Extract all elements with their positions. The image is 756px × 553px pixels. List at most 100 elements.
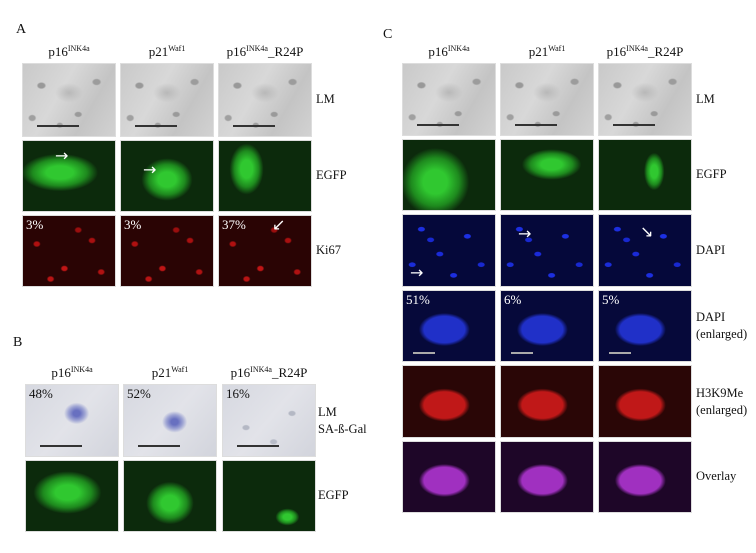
gene-suffix: _R24P <box>267 44 304 59</box>
gene-name: p21 <box>148 44 169 59</box>
gene-superscript: INK4a <box>67 44 90 53</box>
row-label: LM <box>316 91 335 108</box>
column-header: p16INK4a <box>392 44 506 60</box>
gene-suffix: _R24P <box>271 365 308 380</box>
gene-name: p16 <box>230 365 251 380</box>
column-header: p16INK4a <box>12 44 126 60</box>
column-header: p16INK4a_R24P <box>588 44 702 60</box>
row-label: Ki67 <box>316 242 341 259</box>
row-label: DAPI (enlarged) <box>696 309 747 343</box>
percentage-label: 48% <box>29 386 53 401</box>
scale-bar <box>135 125 177 127</box>
micrograph-egfp <box>402 139 496 211</box>
gene-superscript: INK4a <box>246 44 268 53</box>
scale-bar <box>37 125 79 127</box>
gene-name: p21 <box>151 365 172 380</box>
percentage-label: 5% <box>602 292 620 307</box>
micrograph-egfp <box>598 139 692 211</box>
row-label: LM SA-ß-Gal <box>318 404 367 438</box>
arrow-icon: ↘ <box>640 222 654 241</box>
micrograph-overlay <box>500 441 594 513</box>
micrograph-lm <box>500 63 594 136</box>
scale-bar <box>233 125 275 127</box>
gene-name: p16 <box>48 44 68 59</box>
micrograph-egfp <box>218 140 312 212</box>
gene-name: p16 <box>606 44 627 59</box>
row-label-line2: (enlarged) <box>696 402 748 417</box>
row-label-line1: LM <box>316 92 335 106</box>
micrograph-lm <box>402 63 496 136</box>
scale-bar <box>40 445 82 447</box>
micrograph-ki67: 37% <box>218 215 312 287</box>
row-label: EGFP <box>318 487 349 504</box>
scale-bar <box>609 352 631 354</box>
percentage-label: 16% <box>226 386 250 401</box>
arrow-icon: → <box>143 160 157 179</box>
percentage-label: 3% <box>124 217 142 232</box>
micrograph-dapi-enlarged: 51% <box>402 290 496 362</box>
gene-superscript: INK4a <box>447 44 470 53</box>
gene-name: p16 <box>428 44 448 59</box>
gene-superscript: Waf1 <box>168 44 186 53</box>
column-header: p16INK4a_R24P <box>208 44 322 60</box>
row-label: EGFP <box>696 166 727 183</box>
row-label: DAPI <box>696 242 725 259</box>
micrograph-egfp <box>25 460 119 532</box>
micrograph-dapi-enlarged: 5% <box>598 290 692 362</box>
percentage-label: 51% <box>406 292 430 307</box>
gene-superscript: INK4a <box>70 365 93 374</box>
micrograph-egfp <box>500 139 594 211</box>
scale-bar <box>138 445 180 447</box>
column-header: p21Waf1 <box>490 44 604 60</box>
micrograph-egfp <box>222 460 316 532</box>
scale-bar <box>515 124 557 126</box>
scale-bar <box>511 352 533 354</box>
arrow-icon: ↙ <box>272 215 286 234</box>
micrograph-lm <box>218 63 312 137</box>
micrograph-sa-gal: 16% <box>222 384 316 457</box>
row-label-line1: EGFP <box>316 168 347 182</box>
gene-superscript: INK4a <box>626 44 648 53</box>
micrograph-lm <box>22 63 116 137</box>
micrograph-sa-gal: 52% <box>123 384 217 457</box>
scale-bar <box>613 124 655 126</box>
micrograph-egfp <box>123 460 217 532</box>
scale-bar <box>237 445 279 447</box>
row-label-line2: SA-ß-Gal <box>318 421 367 436</box>
row-label: Overlay <box>696 468 736 485</box>
column-header: p21Waf1 <box>110 44 224 60</box>
micrograph-lm <box>598 63 692 136</box>
row-label-line1: EGFP <box>696 167 727 181</box>
gene-suffix: _R24P <box>647 44 684 59</box>
row-label: H3K9Me (enlarged) <box>696 385 747 419</box>
micrograph-dapi <box>500 214 594 287</box>
scale-bar <box>417 124 459 126</box>
gene-superscript: INK4a <box>250 365 272 374</box>
micrograph-overlay <box>402 441 496 513</box>
row-label-line1: DAPI <box>696 242 726 257</box>
percentage-label: 52% <box>127 386 151 401</box>
gene-superscript: Waf1 <box>171 365 189 374</box>
gene-name: p16 <box>226 44 247 59</box>
micrograph-h3k9me-enlarged <box>402 365 496 438</box>
row-label-line1: H3K9Me <box>696 385 744 400</box>
gene-name: p16 <box>51 365 71 380</box>
row-label: EGFP <box>316 167 347 184</box>
row-label: LM <box>696 91 715 108</box>
arrow-icon: → <box>518 224 532 243</box>
micrograph-lm <box>120 63 214 137</box>
row-label-line1: LM <box>318 404 337 419</box>
row-label-line1: Overlay <box>696 469 737 483</box>
row-label-line1: EGFP <box>318 488 349 502</box>
panel-label-a: A <box>16 22 27 37</box>
percentage-label: 3% <box>26 217 44 232</box>
micrograph-dapi <box>402 214 496 287</box>
percentage-label: 6% <box>504 292 522 307</box>
panel-label-b: B <box>13 335 23 350</box>
row-label-line1: Ki67 <box>316 243 341 257</box>
arrow-icon: → <box>410 263 424 282</box>
micrograph-ki67: 3% <box>22 215 116 287</box>
scale-bar <box>413 352 435 354</box>
micrograph-overlay <box>598 441 692 513</box>
